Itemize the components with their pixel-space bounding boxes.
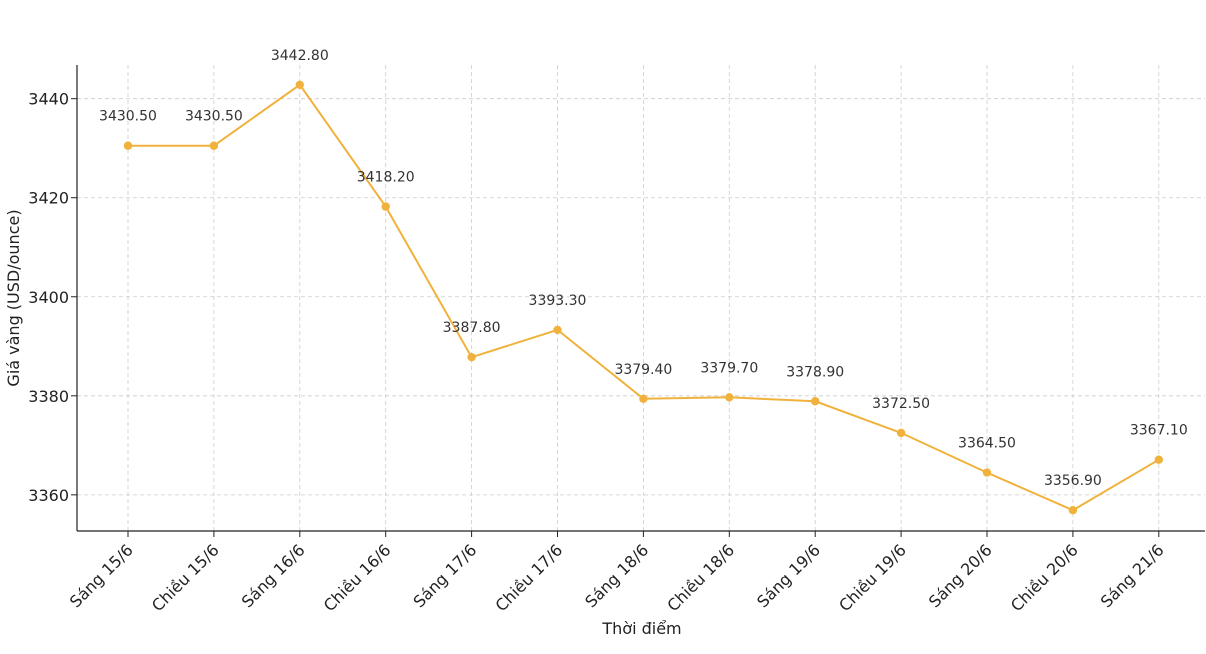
axes-layer [76, 65, 1205, 532]
x-tick-label: Sáng 16/6 [238, 540, 309, 611]
x-tick-label: Sáng 17/6 [410, 540, 481, 611]
data-point [553, 325, 562, 335]
y-tick-label: 3400 [28, 288, 69, 307]
data-label: 3418.20 [357, 170, 415, 186]
y-tick-label: 3440 [28, 90, 69, 109]
data-point [381, 202, 390, 211]
x-tick-label: Chiều 18/6 [663, 540, 738, 615]
data-point [725, 393, 734, 402]
data-label: 3379.40 [614, 362, 672, 378]
data-label: 3387.80 [443, 320, 501, 336]
data-label: 3430.50 [185, 109, 243, 125]
x-axis-title: Thời điểm [601, 619, 681, 638]
y-tick-label: 3420 [28, 189, 69, 208]
data-point [209, 141, 219, 150]
data-label: 3430.50 [99, 109, 157, 125]
labels-layer: 3430.50 3430.50 3442.80 3418.20 3387.80 3393.… [99, 48, 1188, 489]
data-label: 3367.10 [1130, 423, 1188, 439]
x-tick-label: Chiều 17/6 [492, 540, 567, 615]
data-label: 3378.90 [786, 364, 844, 380]
x-tick-label: Chiều 15/6 [148, 540, 223, 615]
x-tick-label: Sáng 19/6 [753, 540, 824, 611]
data-point [295, 80, 304, 90]
data-label: 3393.30 [529, 293, 587, 309]
data-point [811, 397, 820, 406]
data-point [1068, 506, 1078, 515]
data-label: 3364.50 [958, 436, 1016, 452]
data-point [982, 468, 992, 477]
x-tick-label: Sáng 21/6 [1097, 540, 1168, 611]
series-layer [123, 80, 1164, 515]
data-point [123, 141, 133, 150]
ticks-layer: Sáng 15/6 Chiều 15/6 Sáng 16/6 Chiều 16/6 Sá… [28, 90, 1167, 616]
x-tick-label: Chiều 19/6 [835, 540, 910, 615]
data-label: 3372.50 [872, 396, 930, 412]
data-label: 3379.70 [700, 360, 758, 376]
x-tick-label: Sáng 18/6 [581, 540, 652, 611]
x-tick-label: Sáng 15/6 [66, 540, 137, 611]
grid-layer [77, 65, 1205, 531]
x-tick-label: Chiều 20/6 [1007, 540, 1082, 615]
y-tick-label: 3380 [28, 387, 69, 406]
data-point [896, 428, 906, 438]
data-label: 3442.80 [271, 48, 329, 64]
y-axis-title: Giá vàng (USD/ounce) [4, 209, 23, 386]
data-label: 3356.90 [1044, 473, 1102, 489]
x-tick-label: Sáng 20/6 [925, 540, 996, 611]
data-point [467, 352, 476, 362]
x-tick-label: Chiều 16/6 [320, 540, 395, 615]
data-point [1154, 455, 1164, 464]
data-point [639, 394, 648, 403]
y-tick-label: 3360 [28, 486, 69, 505]
